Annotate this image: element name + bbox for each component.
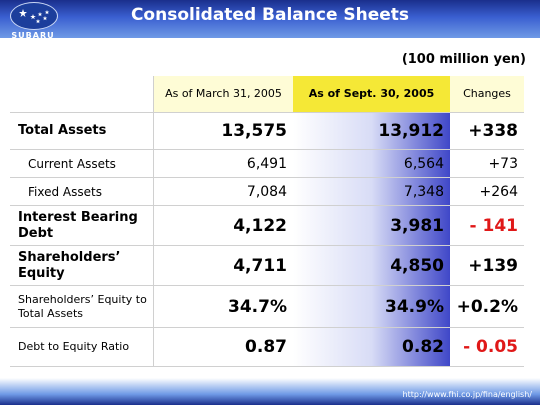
stars-icon: [19, 9, 50, 24]
column-header-changes: Changes: [450, 76, 524, 112]
cell-change: +264: [479, 183, 518, 200]
row-label: Debt to Equity Ratio: [18, 340, 130, 353]
table-row: Shareholders’ Equity 4,711 4,850 +139: [10, 245, 524, 285]
row-label: Shareholders’ Equity to Total Assets: [18, 292, 147, 320]
cell-change: +338: [468, 121, 518, 141]
cell-change: +73: [488, 155, 518, 172]
cell-march: 34.7%: [153, 286, 293, 327]
cell-sept: 0.82: [293, 328, 450, 366]
cell-change: +139: [468, 255, 518, 276]
table-row: Fixed Assets 7,084 7,348 +264: [10, 177, 524, 205]
table-row: Total Assets 13,575 13,912 +338: [10, 112, 524, 149]
header-bar: SUBARU Consolidated Balance Sheets: [0, 0, 540, 40]
table-row: Interest Bearing Debt 4,122 3,981 - 141: [10, 205, 524, 245]
table-row: Current Assets 6,491 6,564 +73: [10, 149, 524, 177]
footer-bar: http://www.fhi.co.jp/fina/english/: [0, 378, 540, 405]
page-title: Consolidated Balance Sheets: [130, 5, 410, 25]
subaru-logo: SUBARU: [4, 2, 62, 42]
footer-url: http://www.fhi.co.jp/fina/english/: [402, 390, 532, 399]
cell-march: 4,122: [153, 206, 293, 245]
logo-wordmark: SUBARU: [11, 31, 55, 40]
cell-march: 7,084: [153, 178, 293, 205]
cell-change: - 0.05: [463, 337, 518, 357]
cell-march: 4,711: [153, 246, 293, 285]
row-label: Total Assets: [18, 123, 107, 138]
cell-change: +0.2%: [456, 296, 518, 317]
logo-emblem: [10, 2, 58, 30]
cell-march: 13,575: [153, 113, 293, 149]
row-label: Interest Bearing Debt: [18, 209, 138, 241]
cell-sept: 3,981: [293, 206, 450, 245]
column-header-march: As of March 31, 2005: [153, 76, 293, 112]
row-label: Current Assets: [28, 156, 116, 171]
table-row: Debt to Equity Ratio 0.87 0.82 - 0.05: [10, 327, 524, 367]
row-label: Shareholders’ Equity: [18, 249, 121, 281]
cell-march: 6,491: [153, 150, 293, 177]
table-row: Shareholders’ Equity to Total Assets 34.…: [10, 285, 524, 327]
cell-sept: 34.9%: [293, 286, 450, 327]
column-header-sept: As of Sept. 30, 2005: [293, 76, 450, 112]
row-label: Fixed Assets: [28, 184, 102, 199]
cell-sept: 4,850: [293, 246, 450, 285]
cell-sept: 13,912: [293, 113, 450, 149]
unit-label: (100 million yen): [401, 52, 526, 67]
cell-change: - 141: [469, 215, 518, 236]
cell-sept: 7,348: [293, 178, 450, 205]
cell-sept: 6,564: [293, 150, 450, 177]
cell-march: 0.87: [153, 328, 293, 366]
